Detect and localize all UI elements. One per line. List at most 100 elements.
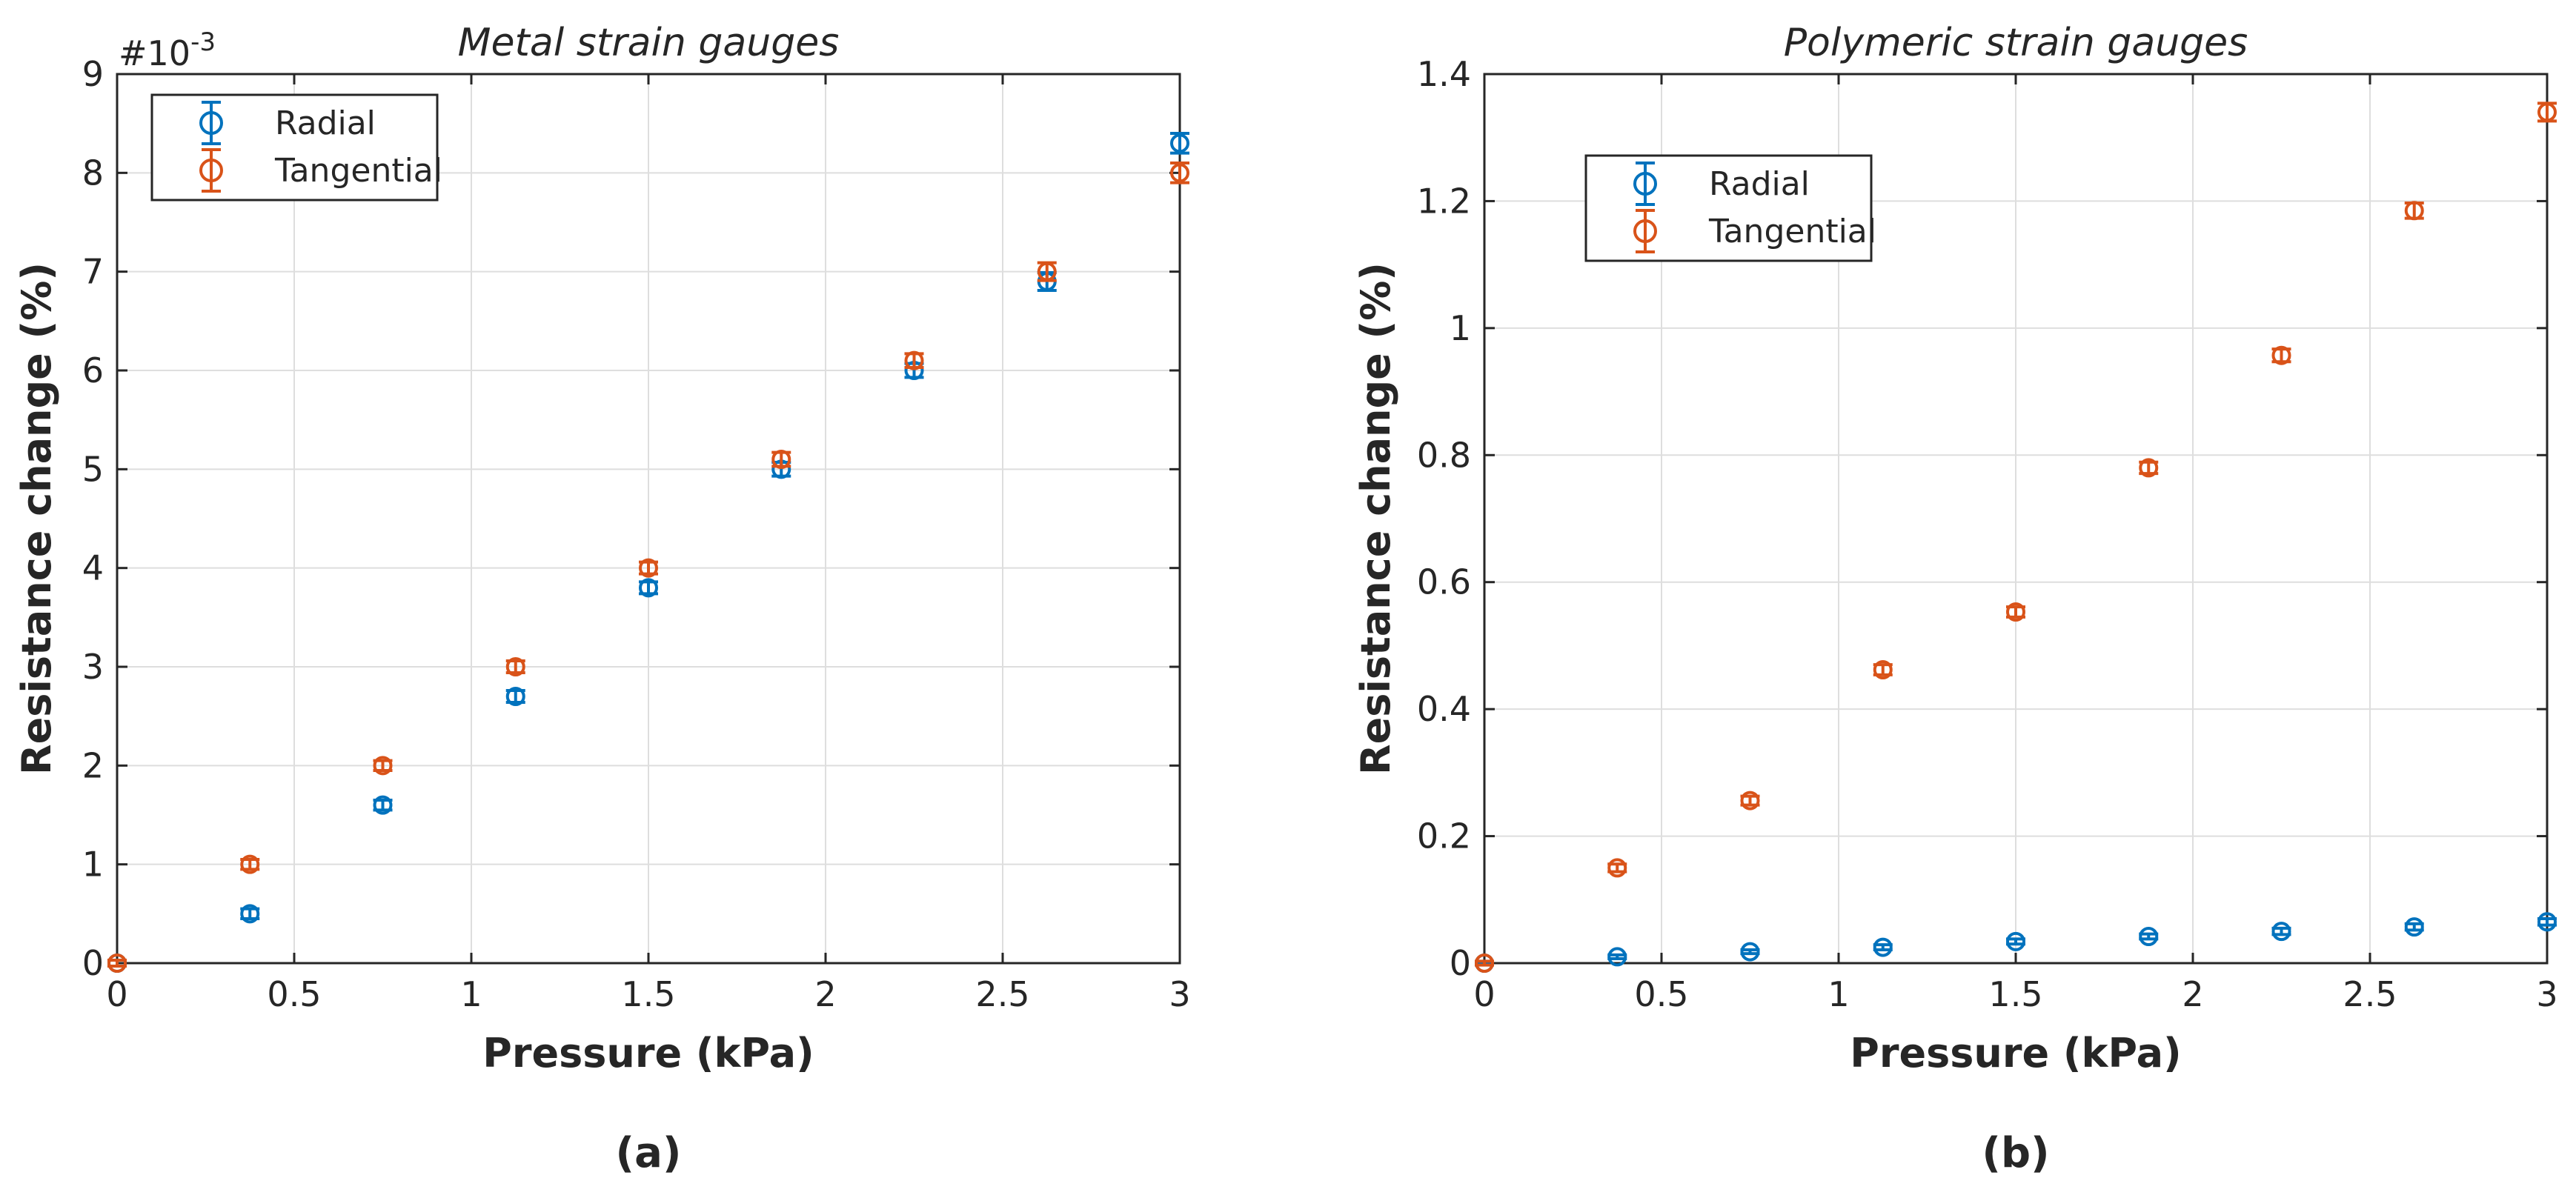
data-marks: [107, 132, 1189, 973]
data-point: [1037, 261, 1057, 282]
data-point: [1170, 132, 1189, 155]
data-point: [2271, 922, 2291, 942]
data-point: [639, 558, 658, 578]
y-tick-label: 6: [82, 350, 104, 390]
x-axis-label: Pressure (kPa): [482, 1030, 814, 1076]
marker-circle: [904, 350, 924, 370]
legend-marker: [1633, 219, 1657, 243]
data-point: [1740, 791, 1760, 811]
data-point: [1873, 937, 1893, 957]
tick-labels: 0 0.5 1 1.5 2 2.5 3 0 0.2 0.4 0.6 0.8 1 1.2 1.4: [1417, 54, 2558, 1014]
tick-labels: 0 0.5 1 1.5 2 2.5 3 0 1 2 3 4 5 6 7 8 9: [82, 54, 1191, 1014]
data-point: [2006, 931, 2025, 951]
marker-circle: [505, 687, 525, 706]
marker-circle: [1475, 954, 1494, 973]
y-tick-label: 0.4: [1417, 689, 1471, 729]
marker-circle: [240, 854, 260, 874]
data-point: [107, 954, 127, 973]
data-point: [505, 657, 525, 676]
y-tick-label: 0: [1450, 943, 1471, 983]
data-point: [373, 795, 393, 815]
y-axis-scale-exponent: -3: [190, 27, 216, 57]
y-tick-label: 7: [82, 252, 104, 292]
legend-label: Tangential: [1708, 213, 1876, 250]
marker-circle: [373, 795, 393, 815]
marker-circle: [1873, 660, 1893, 679]
x-tick-label: 1: [1828, 974, 1849, 1014]
data-point: [904, 350, 924, 370]
panel-caption: (b): [1982, 1129, 2049, 1177]
marker-circle: [1740, 942, 1760, 962]
marker-circle: [2139, 458, 2159, 478]
x-tick-label: 1.5: [621, 974, 675, 1014]
marker-circle: [1037, 262, 1057, 282]
data-marks: [1475, 102, 2557, 973]
marker-circle: [1607, 858, 1627, 878]
data-point: [2271, 345, 2291, 365]
data-point: [1607, 947, 1627, 967]
y-tick-label: 0.2: [1417, 816, 1471, 856]
x-tick-label: 0.5: [1634, 974, 1688, 1014]
grid-lines: [116, 73, 1181, 964]
chart-title: Metal strain gauges: [458, 21, 840, 65]
x-tick-label: 1.5: [1988, 974, 2042, 1014]
y-tick-label: 0: [82, 943, 104, 983]
data-point: [240, 904, 260, 924]
marker-circle: [639, 578, 658, 598]
legend-item: Tangential: [199, 148, 442, 193]
data-point: [240, 854, 260, 874]
data-point: [505, 687, 525, 706]
data-point: [2537, 912, 2557, 932]
data-point: [2139, 458, 2159, 478]
marker-circle: [2404, 917, 2424, 937]
data-point: [1170, 162, 1189, 184]
marker-circle: [2537, 102, 2557, 122]
x-tick-label: 0: [106, 974, 127, 1014]
y-axis-label: Resistance change (%): [1352, 262, 1399, 775]
x-tick-label: 3: [2536, 974, 2557, 1014]
x-axis-label: Pressure (kPa): [1850, 1030, 2181, 1076]
marker-circle: [1170, 163, 1189, 183]
marker-circle: [2006, 931, 2025, 951]
y-tick-label: 8: [82, 153, 104, 193]
data-point: [1873, 660, 1893, 679]
y-axis-scale-base: #10: [119, 33, 190, 73]
x-tick-label: 2: [2182, 974, 2203, 1014]
marker-circle: [2139, 927, 2159, 946]
legend-label: Radial: [275, 104, 376, 142]
marker-circle: [2271, 345, 2291, 365]
y-tick-label: 1.2: [1417, 181, 1471, 221]
marker-circle: [2404, 201, 2424, 221]
x-tick-label: 0.5: [267, 974, 321, 1014]
legend-box: [150, 93, 439, 202]
legend-item: Tangential: [1633, 209, 1876, 253]
chart-panel-b: 0 0.5 1 1.5 2 2.5 3 0 0.2 0.4 0.6 0.8 1 1.2 1.4 Polyme…: [1352, 21, 2558, 1177]
data-point: [2537, 102, 2557, 123]
x-tick-label: 2: [814, 974, 836, 1014]
x-tick-label: 0: [1473, 974, 1495, 1014]
marker-circle: [1873, 937, 1893, 957]
data-point: [771, 450, 791, 469]
marker-circle: [1740, 791, 1760, 811]
data-point: [2404, 917, 2424, 937]
data-point: [1607, 858, 1627, 878]
chart-panel-a: 0 0.5 1 1.5 2 2.5 3 0 1 2 3 4 5 6 7 8 9 Metal strain gau…: [13, 21, 1191, 1177]
data-point: [2139, 927, 2159, 946]
legend: Radial Tangential: [1584, 154, 1876, 262]
y-tick-label: 1.4: [1417, 54, 1471, 94]
marker-circle: [505, 657, 525, 676]
legend-marker: [199, 159, 223, 182]
y-tick-label: 1: [1450, 308, 1471, 348]
legend-marker: [199, 111, 223, 135]
panel-caption: (a): [616, 1129, 682, 1177]
marker-circle: [2537, 912, 2557, 932]
marker-circle: [1607, 947, 1627, 967]
marker-circle: [373, 756, 393, 776]
data-point: [2006, 602, 2025, 622]
data-point: [2404, 201, 2424, 221]
legend-marker: [1633, 172, 1657, 196]
y-tick-label: 1: [82, 845, 104, 885]
y-tick-label: 3: [82, 647, 104, 687]
legend-label: Tangential: [274, 152, 442, 190]
data-point: [1475, 954, 1494, 973]
